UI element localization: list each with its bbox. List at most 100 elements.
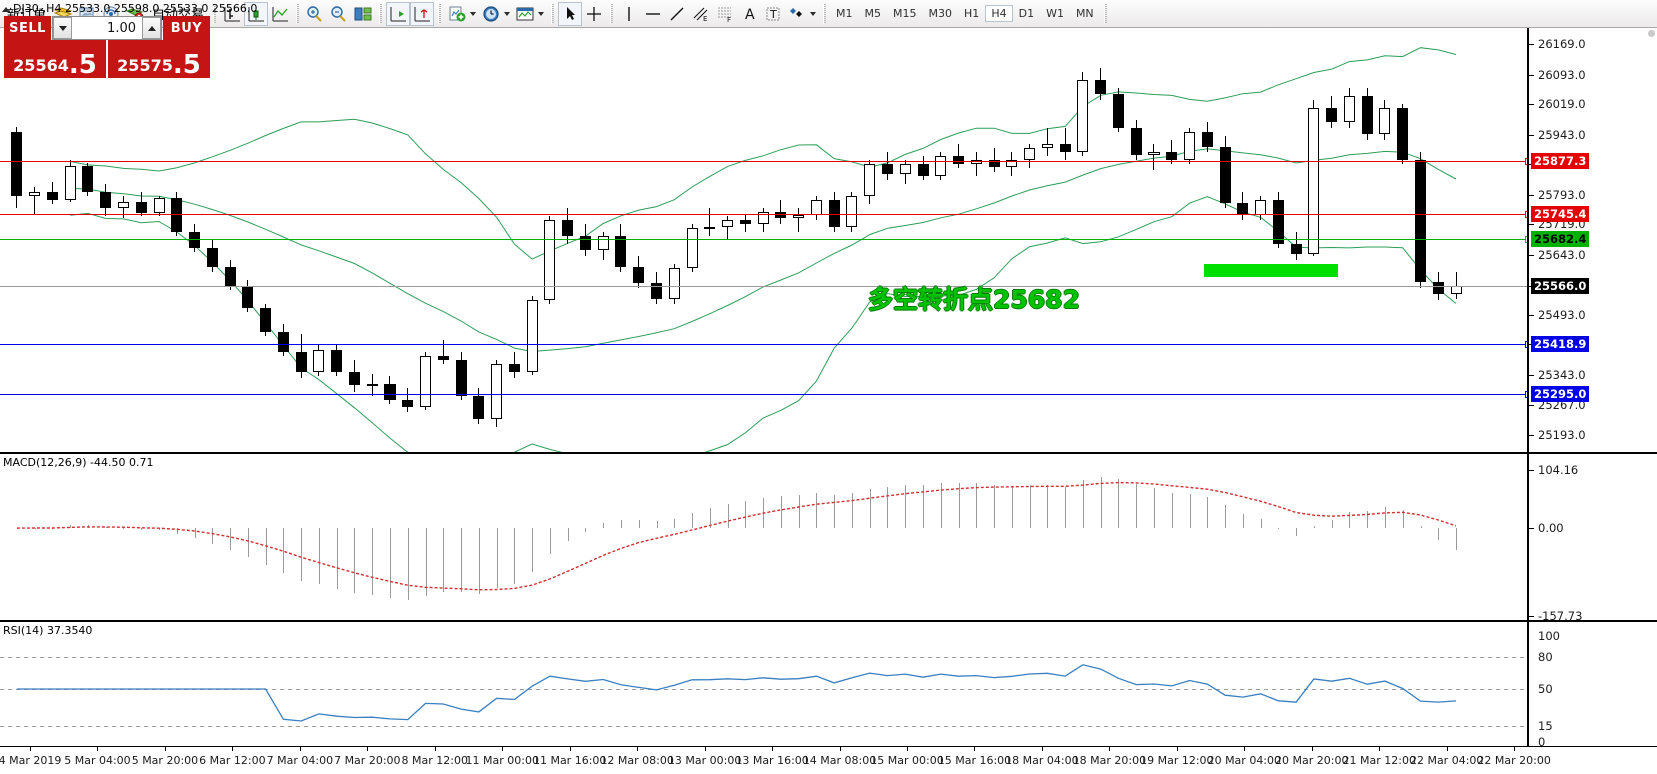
sell-price-cell[interactable]: 25564 .5: [4, 40, 106, 78]
chevron-down-icon[interactable]: [810, 11, 817, 16]
time-axis-label: 22 Mar 04:00: [1409, 754, 1484, 767]
folder-icon[interactable]: [51, 2, 75, 26]
equidistant-channel-icon[interactable]: E: [689, 2, 713, 26]
pivot-zone-highlight[interactable]: [1204, 264, 1338, 277]
chart-area[interactable]: 多空转折点25682 26169.0 26093.0 26019.0 25943.0 2…: [0, 28, 1657, 774]
cursor-icon[interactable]: [558, 1, 583, 26]
volume-increase-button[interactable]: [142, 17, 161, 39]
chart-shift-icon[interactable]: [386, 1, 411, 26]
candle: [189, 224, 201, 252]
price-axis-tick: [1529, 405, 1534, 407]
timeframe-m15[interactable]: M15: [893, 7, 917, 20]
macd-bar: [620, 520, 622, 529]
candle-body: [224, 267, 236, 286]
candlestick-chart-icon[interactable]: [244, 1, 269, 26]
vertical-line-icon[interactable]: [617, 2, 641, 26]
candle-body: [100, 192, 112, 208]
timeframe-h1[interactable]: H1: [964, 7, 980, 20]
line-chart-icon[interactable]: [268, 2, 292, 26]
volume-decrease-button[interactable]: [53, 17, 72, 39]
scroll-indicator[interactable]: [1648, 30, 1655, 37]
timeframe-mn[interactable]: MN: [1075, 7, 1094, 20]
price-level-tag[interactable]: 25877.3: [1531, 153, 1590, 170]
candle-body: [46, 191, 58, 200]
chevron-down-icon[interactable]: [504, 11, 511, 16]
candle: [1006, 152, 1018, 176]
candle: [331, 344, 343, 376]
buy-button[interactable]: BUY: [163, 16, 210, 40]
sell-button[interactable]: SELL: [4, 16, 51, 40]
text-icon[interactable]: A: [737, 2, 761, 26]
zoom-out-icon[interactable]: [327, 2, 351, 26]
price-level-tag[interactable]: 25295.0: [1531, 386, 1590, 402]
candle: [224, 260, 236, 290]
price-level-tag[interactable]: 25566.0: [1531, 277, 1590, 294]
volume-value[interactable]: 1.00: [107, 20, 136, 36]
crosshair-icon[interactable]: [582, 2, 606, 26]
price-level-line-current[interactable]: [0, 285, 1528, 287]
trend-line-icon[interactable]: [665, 2, 689, 26]
price-axis-label: 25943.0: [1538, 127, 1586, 142]
one-click-trade-panel[interactable]: SELL 1.00 BUY 25564 .5 25575 .5: [4, 16, 210, 78]
timeframe-m1[interactable]: M1: [836, 7, 853, 20]
horizontal-line-icon[interactable]: [641, 2, 665, 26]
chevron-down-icon[interactable]: [470, 11, 477, 16]
chart-annotation-text[interactable]: 多空转折点25682: [868, 285, 1080, 314]
text-label-icon[interactable]: T: [761, 2, 785, 26]
rsi-pane[interactable]: RSI(14) 37.3540 100 80 50 15 0: [0, 620, 1657, 749]
price-pane[interactable]: 多空转折点25682 26169.0 26093.0 26019.0 25943.0 2…: [0, 28, 1657, 452]
price-level-line-support[interactable]: [0, 341, 1532, 349]
buy-price-cell[interactable]: 25575 .5: [108, 40, 210, 78]
price-level-line-resistance[interactable]: [0, 210, 1532, 218]
candle-body: [366, 384, 378, 386]
candle-body: [597, 236, 609, 250]
timeframe-d1[interactable]: D1: [1018, 7, 1035, 20]
time-axis-label: 11 Mar 00:00: [465, 754, 539, 767]
trade-panel-price-row: 25564 .5 25575 .5: [4, 40, 210, 78]
price-level-tag[interactable]: 25682.4: [1531, 231, 1590, 248]
fibonacci-icon[interactable]: F: [713, 2, 737, 26]
time-axis-label: 20 Mar 04:00: [1207, 754, 1282, 767]
candle: [1272, 192, 1284, 248]
cloud-download-icon[interactable]: [75, 2, 99, 26]
price-level-line-support[interactable]: [0, 391, 1532, 398]
timeframe-h4[interactable]: H4: [985, 5, 1013, 22]
collapse-arrow-icon[interactable]: [2, 6, 10, 12]
candle-body: [1219, 147, 1231, 204]
candle-body: [793, 215, 805, 218]
price-level-line-resistance[interactable]: [0, 158, 1532, 166]
candle-body: [953, 156, 965, 164]
price-level-tag[interactable]: 25418.9: [1531, 336, 1590, 353]
price-axis-tick: [1529, 194, 1534, 196]
timeframe-m5[interactable]: M5: [864, 7, 882, 20]
timeframe-w1[interactable]: W1: [1046, 7, 1064, 20]
time-axis-tick: [232, 747, 234, 751]
price-level-line-pivot[interactable]: [0, 236, 1532, 244]
candle-body: [331, 350, 343, 372]
arrows-icon[interactable]: [785, 2, 809, 26]
price-axis[interactable]: 26169.026093.026019.025943.025869.025793…: [1528, 28, 1657, 452]
macd-bar: [1136, 484, 1138, 529]
candle-body: [1379, 108, 1391, 134]
period-clock-icon[interactable]: [479, 2, 503, 26]
tile-windows-icon[interactable]: [351, 2, 375, 26]
candle-body: [988, 160, 1000, 168]
volume-stepper[interactable]: 1.00: [52, 16, 162, 40]
price-level-tag[interactable]: 25745.4: [1531, 205, 1590, 222]
price-axis-label: 26093.0: [1538, 67, 1586, 82]
zoom-in-icon[interactable]: [303, 2, 327, 26]
time-axis[interactable]: 4 Mar 2019 5 Mar 04:00 5 Mar 20:00 6 Mar 12…: [0, 746, 1657, 774]
macd-pane[interactable]: MACD(12,26,9) -44.50 0.71 104.16 0.00 -157…: [0, 452, 1657, 623]
auto-scroll-icon[interactable]: [410, 1, 435, 26]
macd-bar: [638, 519, 640, 529]
bar-chart-icon[interactable]: [220, 2, 244, 26]
templates-icon[interactable]: [513, 2, 537, 26]
candle-body: [562, 220, 574, 236]
add-indicator-icon[interactable]: [445, 2, 469, 26]
timeframe-m30[interactable]: M30: [928, 7, 953, 20]
candle: [82, 163, 94, 196]
chevron-down-icon[interactable]: [538, 11, 545, 16]
candle: [615, 224, 627, 272]
rsi-line: [16, 664, 1457, 722]
candle: [1059, 128, 1071, 160]
